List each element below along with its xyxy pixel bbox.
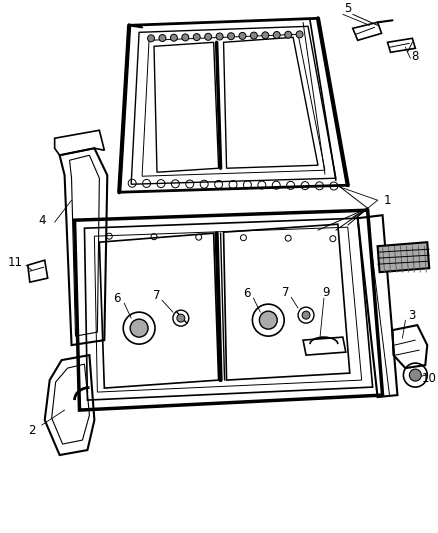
Text: 3: 3 <box>409 309 416 321</box>
Circle shape <box>262 32 269 39</box>
Circle shape <box>273 31 280 38</box>
Circle shape <box>182 34 189 41</box>
Text: 11: 11 <box>7 256 22 269</box>
Circle shape <box>228 33 234 40</box>
Circle shape <box>148 35 155 42</box>
Circle shape <box>193 34 200 41</box>
Circle shape <box>130 319 148 337</box>
Circle shape <box>216 33 223 40</box>
Text: 6: 6 <box>113 292 121 305</box>
Circle shape <box>170 34 177 41</box>
Circle shape <box>159 35 166 42</box>
Circle shape <box>285 31 292 38</box>
Circle shape <box>177 314 185 322</box>
Text: 10: 10 <box>422 372 437 385</box>
Text: 9: 9 <box>322 286 330 298</box>
Polygon shape <box>378 242 429 272</box>
Text: 5: 5 <box>344 2 351 15</box>
Circle shape <box>259 311 277 329</box>
Text: 1: 1 <box>384 193 391 207</box>
Text: 2: 2 <box>28 424 35 437</box>
Circle shape <box>205 34 212 41</box>
Text: 4: 4 <box>38 214 46 227</box>
Text: 7: 7 <box>283 286 290 298</box>
Circle shape <box>239 33 246 39</box>
Text: 6: 6 <box>243 287 250 300</box>
Text: 7: 7 <box>153 289 161 302</box>
Circle shape <box>296 31 303 38</box>
Circle shape <box>302 311 310 319</box>
Text: 8: 8 <box>412 50 419 63</box>
Circle shape <box>410 369 421 381</box>
Circle shape <box>251 32 258 39</box>
